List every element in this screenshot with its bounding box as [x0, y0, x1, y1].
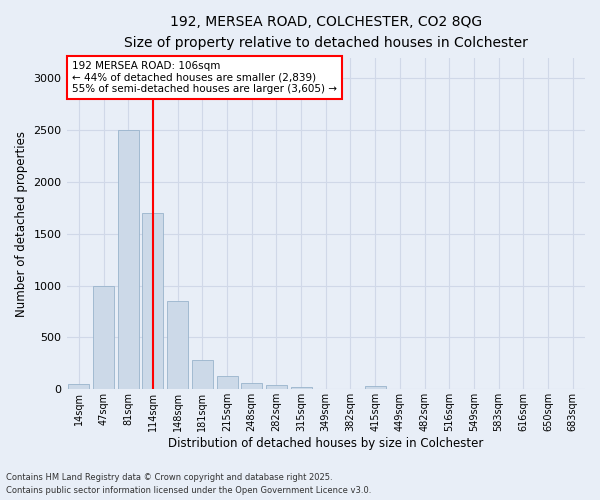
Text: 192 MERSEA ROAD: 106sqm
← 44% of detached houses are smaller (2,839)
55% of semi: 192 MERSEA ROAD: 106sqm ← 44% of detache… [72, 61, 337, 94]
Text: Contains HM Land Registry data © Crown copyright and database right 2025.
Contai: Contains HM Land Registry data © Crown c… [6, 474, 371, 495]
Bar [93, 286, 114, 390]
Bar [68, 384, 89, 390]
Bar [192, 360, 213, 390]
Bar [118, 130, 139, 390]
Bar [217, 376, 238, 390]
Bar [290, 387, 311, 390]
Bar [142, 213, 163, 390]
Bar [266, 385, 287, 390]
X-axis label: Distribution of detached houses by size in Colchester: Distribution of detached houses by size … [168, 437, 484, 450]
Bar [167, 301, 188, 390]
Bar [241, 383, 262, 390]
Y-axis label: Number of detached properties: Number of detached properties [15, 130, 28, 316]
Bar [365, 386, 386, 390]
Title: 192, MERSEA ROAD, COLCHESTER, CO2 8QG
Size of property relative to detached hous: 192, MERSEA ROAD, COLCHESTER, CO2 8QG Si… [124, 15, 528, 50]
